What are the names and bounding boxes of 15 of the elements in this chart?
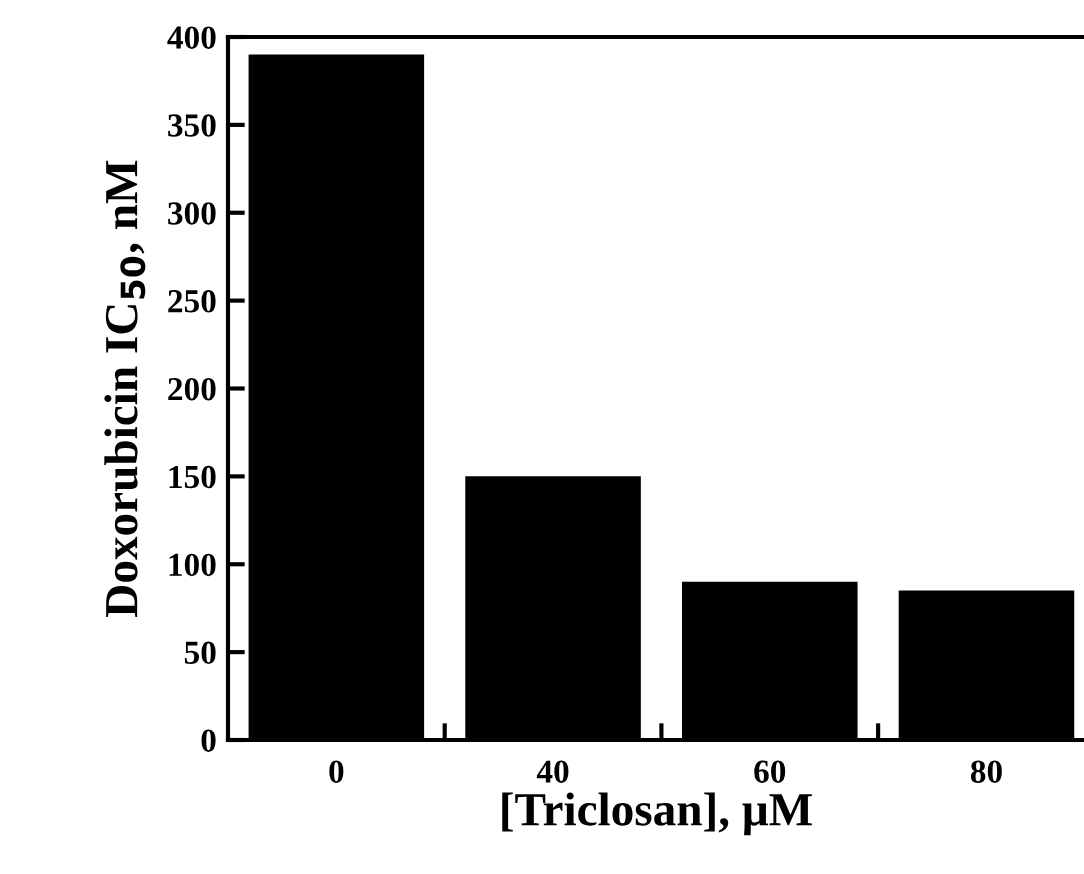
y-axis-title: Doxorubicin IC$_{50}$, nM [104,160,146,617]
x-tick-label: 0 [329,760,344,783]
y-tick-label: 400 [167,26,216,49]
y-tick-label: 250 [168,290,216,313]
y-tick-label: 100 [169,553,216,577]
x-tick-label: 80 [970,760,1002,783]
y-tick-label: 0 [201,729,216,752]
x-tick-label: 40 [536,760,569,783]
y-tick-label: 200 [168,377,216,401]
y-tick-label: 50 [184,641,216,665]
y-tick-label: 350 [168,114,216,137]
y-tick-label: 300 [168,202,216,225]
x-tick-label: 60 [754,760,786,783]
y-tick-label: 150 [169,465,216,489]
x-axis-title: [Triclosan], μM [502,792,812,836]
